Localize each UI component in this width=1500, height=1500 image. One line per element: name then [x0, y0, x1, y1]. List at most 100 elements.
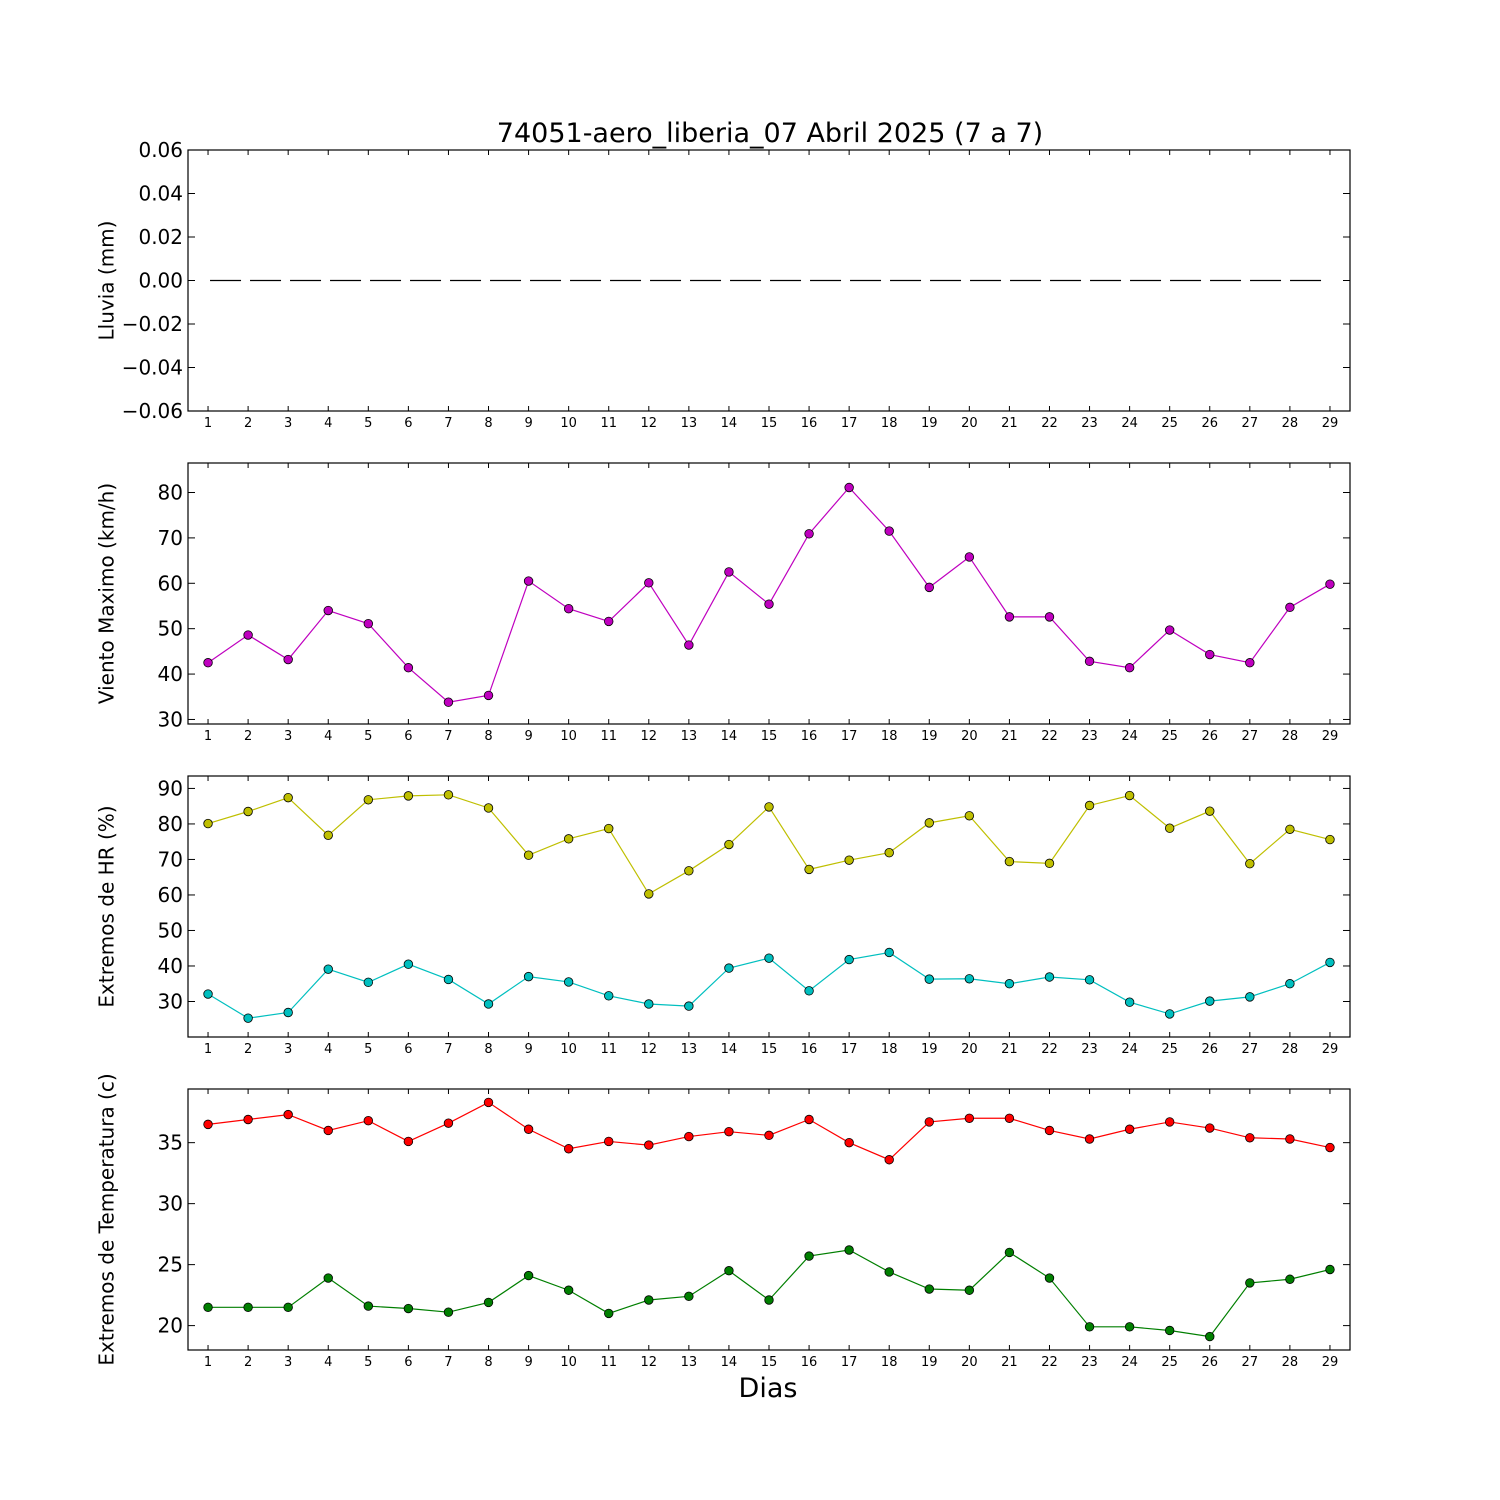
humidity-xtick-label: 22: [1041, 1042, 1058, 1057]
humidity-series-1-point: [523, 850, 534, 860]
humidity-xtick-label: 27: [1242, 1042, 1259, 1057]
wind-series-1-point: [1124, 663, 1135, 673]
humidity-series-2-point: [523, 971, 534, 982]
temperature-panel: 1 2 3 4 5 6 7 8 9 10 11 12 13 14 15 16 17 18 19 20 21 22 23 24 2…: [95, 1073, 1351, 1370]
wind-xtick-label: 27: [1242, 729, 1259, 744]
temperature-series-1-point: [323, 1125, 333, 1136]
wind-axes-frame: [187, 462, 1351, 725]
temperature-series-1-point: [804, 1114, 814, 1125]
humidity-xtick-label: 16: [801, 1042, 818, 1057]
humidity-series-1-point: [283, 792, 293, 803]
wind-series-1-point: [323, 605, 333, 616]
humidity-series-2-point: [1325, 957, 1335, 968]
humidity-series-2-point: [1245, 992, 1255, 1002]
wind-xtick-label: 5: [364, 729, 372, 744]
wind-series-1-point: [443, 697, 454, 707]
wind-series-1-point: [1285, 602, 1295, 613]
wind-xtick-label: 9: [524, 729, 532, 744]
humidity-xtick-label: 9: [524, 1042, 532, 1057]
temperature-series-2-point: [724, 1266, 734, 1276]
wind-xtick-label: 29: [1322, 729, 1339, 744]
temperature-series-1-point: [1164, 1117, 1175, 1127]
temperature-series-1-point: [1325, 1142, 1335, 1153]
wind-series-1-point: [804, 529, 814, 539]
humidity-xtick-label: 2: [244, 1042, 252, 1057]
humidity-xtick-label: 7: [444, 1042, 452, 1057]
humidity-series-2-point: [323, 964, 333, 974]
humidity-xtick-label: 15: [761, 1042, 778, 1057]
temperature-series-2-point: [844, 1245, 854, 1255]
humidity-series-2-point: [884, 947, 894, 958]
wind-series-1-point: [884, 526, 894, 536]
wind-xtick-label: 11: [600, 729, 617, 744]
wind-series-1-point: [1044, 612, 1055, 622]
temperature-series-1-point: [884, 1155, 894, 1165]
temperature-series-2-line: [208, 1249, 1331, 1338]
rain-xtick-label: 23: [1081, 416, 1098, 431]
temperature-series-2-point: [924, 1284, 934, 1294]
humidity-series-1-point: [1084, 800, 1095, 811]
humidity-xtick-label: 20: [961, 1042, 978, 1057]
wind-series-1-point: [644, 578, 654, 588]
temperature-series-1-point: [1084, 1134, 1095, 1144]
wind-xtick-label: 10: [560, 729, 577, 744]
temperature-ytick-label: 30: [158, 1192, 183, 1216]
temperature-series-1-point: [443, 1118, 454, 1128]
wind-ytick-label: 50: [158, 617, 183, 641]
rain-xtick-label: 26: [1201, 416, 1218, 431]
humidity-xtick-label: 21: [1001, 1042, 1018, 1057]
temperature-xtick-label: 27: [1242, 1355, 1259, 1370]
rain-xtick-label: 3: [284, 416, 292, 431]
wind-xtick-label: 15: [761, 729, 778, 744]
rain-ytick-label: −0.06: [122, 399, 183, 423]
rain-xtick-label: 18: [881, 416, 898, 431]
wind-series-1-point: [483, 690, 494, 701]
temperature-series-2-point: [1205, 1331, 1215, 1342]
temperature-series-1-point: [563, 1144, 574, 1154]
humidity-series-1-point: [1245, 859, 1255, 869]
rain-xtick-label: 11: [600, 416, 617, 431]
humidity-xtick-label: 12: [641, 1042, 658, 1057]
wind-xtick-label: 3: [284, 729, 292, 744]
temperature-series-2-point: [884, 1267, 894, 1277]
x-axis-label: Dias: [739, 1373, 798, 1404]
wind-xtick-label: 19: [921, 729, 938, 744]
humidity-series-2-point: [1205, 996, 1215, 1006]
humidity-series-1-point: [243, 806, 253, 817]
wind-ytick-label: 30: [158, 707, 183, 731]
humidity-series-2-point: [1285, 979, 1295, 989]
humidity-series-2-point: [684, 1001, 694, 1011]
rain-ytick-label: −0.02: [122, 312, 183, 336]
wind-series-1-point: [1004, 612, 1015, 622]
humidity-xtick-label: 19: [921, 1042, 938, 1057]
temperature-series-1-point: [1004, 1113, 1015, 1123]
humidity-series-2-point: [764, 953, 774, 963]
humidity-series-2-point: [243, 1013, 253, 1023]
temperature-series-2-point: [1004, 1247, 1015, 1258]
wind-y-axis-label: Viento Maximo (km/h): [95, 483, 119, 704]
humidity-series-2-point: [844, 954, 854, 965]
humidity-series-2-point: [443, 974, 454, 985]
temperature-series-2-point: [964, 1285, 975, 1295]
temperature-series-1-point: [644, 1140, 654, 1150]
humidity-series-1-point: [563, 834, 574, 844]
temperature-series-2-point: [1124, 1322, 1135, 1332]
temperature-series-1-point: [1245, 1133, 1255, 1143]
humidity-series-1-point: [724, 839, 734, 850]
rain-xtick-label: 10: [560, 416, 577, 431]
wind-series-1-point: [1205, 649, 1215, 660]
temperature-xtick-label: 1: [204, 1355, 212, 1370]
wind-xtick-label: 6: [404, 729, 412, 744]
humidity-xtick-label: 13: [681, 1042, 698, 1057]
humidity-series-1-point: [924, 818, 934, 828]
humidity-series-1-point: [323, 830, 333, 841]
temperature-xtick-label: 24: [1121, 1355, 1138, 1370]
temperature-xtick-label: 26: [1201, 1355, 1218, 1370]
humidity-ytick-label: 70: [158, 847, 183, 871]
humidity-series-2-point: [964, 974, 975, 984]
humidity-series-2-point: [724, 963, 734, 973]
wind-series-1-point: [1084, 656, 1095, 667]
temperature-series-1-point: [724, 1126, 734, 1137]
wind-xtick-label: 7: [444, 729, 452, 744]
